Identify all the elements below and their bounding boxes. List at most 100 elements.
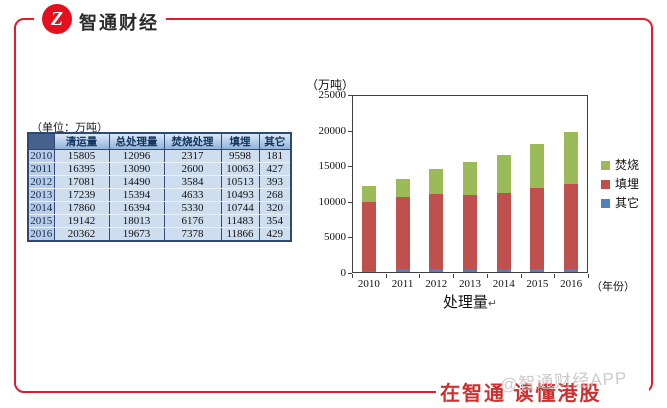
value-cell: 268 — [258, 188, 292, 202]
bar-segment-焚烧 — [496, 155, 511, 194]
column-header: 总处理量 — [108, 132, 165, 150]
x-axis-category-label: 2015 — [526, 278, 549, 290]
value-cell: 17239 — [53, 188, 110, 202]
year-cell: 2016 — [27, 227, 55, 242]
table-row: 2013 17239 15394 4633 10493 268 — [27, 188, 292, 202]
x-axis-tick-mark — [554, 274, 556, 278]
table-row: 2016 20362 19673 7378 11866 429 — [27, 227, 292, 242]
y-axis-tick-label: 25000 — [318, 89, 347, 101]
brand-logo-icon: Z — [42, 4, 72, 34]
x-axis-tick-mark — [352, 274, 353, 278]
table-row: 2012 17081 14490 3584 10513 393 — [27, 175, 292, 189]
chart-title-text: 处理量 — [442, 294, 488, 311]
year-cell: 2015 — [27, 214, 55, 228]
value-cell: 3584 — [163, 175, 222, 189]
value-cell: 2317 — [163, 149, 222, 163]
bar-segment-填埋 — [463, 195, 477, 271]
legend-swatch-icon — [601, 179, 610, 189]
value-cell: 19142 — [53, 214, 110, 228]
legend-label: 焚烧 — [615, 158, 640, 172]
x-axis-tick-mark — [486, 274, 488, 278]
bar-segment-焚烧 — [530, 143, 545, 188]
column-header: 填埋 — [220, 132, 260, 150]
chart-legend: 焚烧 填埋 其它 — [601, 159, 639, 216]
value-cell: 2600 — [163, 162, 222, 176]
value-cell: 15394 — [108, 188, 165, 202]
value-cell: 427 — [258, 162, 292, 176]
x-axis-category-label: 2011 — [391, 278, 414, 290]
table-body: 2010 15805 12096 2317 9598 181 2011 16395 13090 2… — [27, 149, 292, 242]
legend-label: 其它 — [615, 196, 640, 210]
return-mark: ↵ — [487, 298, 498, 310]
y-axis-tick-mark — [348, 273, 352, 274]
x-axis-category-label: 2012 — [425, 278, 448, 290]
value-cell: 4633 — [163, 188, 222, 202]
table-header-row: 清运量 总处理量 焚烧处理 填埋 其它 — [27, 132, 292, 150]
y-axis-tick-mark — [348, 237, 352, 239]
value-cell: 11483 — [220, 214, 260, 228]
bar-segment-填埋 — [496, 193, 511, 270]
bar-segment-焚烧 — [463, 162, 477, 196]
y-axis-tick-label: 10000 — [318, 195, 347, 208]
year-cell: 2010 — [27, 149, 55, 163]
waste-data-table: 清运量 总处理量 焚烧处理 填埋 其它 2010 15805 12096 2317 9598 18… — [27, 132, 292, 242]
red-border-frame — [14, 18, 653, 393]
frame-gap-bottom — [436, 386, 649, 403]
value-cell: 7378 — [163, 227, 222, 242]
value-cell: 6176 — [163, 214, 222, 228]
y-axis-tick-mark — [348, 130, 352, 132]
value-cell: 5330 — [163, 201, 222, 215]
x-axis-tick-mark — [385, 274, 387, 278]
y-axis-tick-mark — [348, 166, 352, 168]
bar-segment-填埋 — [530, 187, 545, 270]
y-axis-tick-mark — [348, 201, 352, 203]
y-axis-tick-mark — [348, 95, 352, 96]
value-cell: 181 — [258, 149, 292, 163]
y-axis-tick-label: 5000 — [324, 231, 346, 244]
bar-segment-填埋 — [564, 184, 579, 269]
value-cell: 13090 — [108, 162, 165, 176]
bar-segment-其它 — [429, 269, 444, 272]
value-cell: 11866 — [220, 227, 260, 242]
bar-segment-其它 — [564, 268, 579, 272]
brand-title: 智通财经 — [79, 13, 159, 33]
bar-segment-其它 — [395, 268, 410, 272]
value-cell: 12096 — [108, 149, 165, 163]
x-axis-tick-mark — [453, 274, 455, 278]
value-cell: 10744 — [220, 201, 260, 215]
table-row: 2010 15805 12096 2317 9598 181 — [27, 149, 292, 163]
x-axis-category-label: 2016 — [560, 278, 583, 290]
value-cell: 14490 — [108, 175, 165, 189]
bar-segment-其它 — [530, 269, 545, 272]
value-cell: 20362 — [53, 227, 110, 242]
bar-segment-焚烧 — [564, 131, 579, 185]
column-header: 焚烧处理 — [163, 132, 222, 150]
value-cell: 15805 — [53, 149, 110, 163]
legend-label: 填埋 — [615, 177, 640, 191]
bar-segment-焚烧 — [395, 178, 410, 198]
year-cell: 2014 — [27, 201, 55, 215]
value-cell: 320 — [258, 201, 292, 215]
logo-letter: Z — [50, 8, 64, 30]
bar-segment-填埋 — [361, 202, 376, 271]
value-cell: 16395 — [53, 162, 110, 176]
legend-item-其它: 其它 — [601, 197, 639, 209]
column-header: 其它 — [258, 132, 292, 150]
value-cell: 393 — [258, 175, 292, 189]
bar-segment-其它 — [361, 270, 376, 272]
chart-title: 处理量↵ — [352, 291, 588, 312]
value-cell: 17860 — [53, 201, 110, 215]
x-axis-category-label: 2010 — [357, 278, 380, 290]
chart-x-unit-label: （年份） — [591, 281, 635, 293]
legend-item-焚烧: 焚烧 — [601, 159, 639, 171]
x-axis-tick-mark — [520, 274, 522, 278]
x-axis-category-label: 2014 — [492, 278, 515, 290]
column-header — [27, 132, 55, 150]
chart-y-unit-label: （万吨） — [306, 78, 355, 92]
y-axis-tick-label: 0 — [340, 267, 347, 279]
value-cell: 354 — [258, 214, 292, 228]
x-axis-category-label: 2013 — [458, 278, 481, 290]
x-axis-tick-mark — [588, 274, 589, 278]
table-row: 2011 16395 13090 2600 10063 427 — [27, 162, 292, 176]
